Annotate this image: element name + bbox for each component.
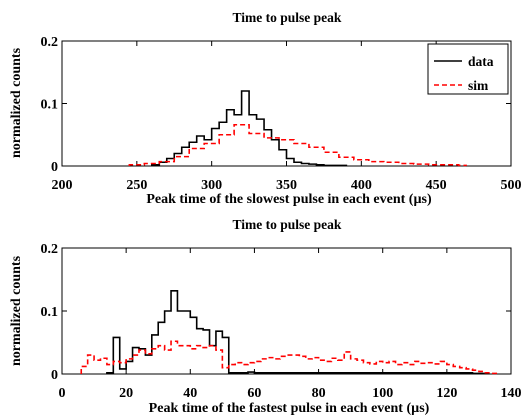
- x-tick-label: 0: [59, 386, 66, 401]
- chart-2-tick-labels: 0 20 40 60 80 100 120 140 0 0.1 0.2: [41, 242, 522, 401]
- chart-2-y-axis-label: normalized counts: [9, 255, 24, 366]
- chart-1-title: Time to pulse peak: [233, 10, 342, 25]
- chart-2-axes-frame: [61, 247, 512, 375]
- x-tick-label: 120: [436, 386, 457, 401]
- x-tick-label: 350: [276, 178, 297, 193]
- x-tick-label: 200: [52, 178, 73, 193]
- x-tick-label: 100: [372, 386, 393, 401]
- x-tick-label: 300: [201, 178, 222, 193]
- series-data-step-line: [106, 290, 487, 375]
- legend-data-label: data: [468, 54, 494, 69]
- y-tick-label: 0.1: [41, 305, 59, 320]
- legend-sim-label: sim: [468, 78, 489, 93]
- chart-2-series: [80, 290, 499, 375]
- x-tick-label: 60: [247, 386, 261, 401]
- y-tick-label: 0: [51, 368, 58, 383]
- x-tick-label: 400: [351, 178, 372, 193]
- legend-box: [427, 43, 509, 95]
- chart-1-x-axis-label: Peak time of the slowest pulse in each e…: [146, 192, 432, 207]
- chart-panel-1: Time to pulse peak 200 250 300 350 400 450 500…: [9, 10, 522, 207]
- x-tick-label: 40: [183, 386, 197, 401]
- chart-1-series: [128, 90, 467, 167]
- x-tick-label: 140: [501, 386, 522, 401]
- y-tick-label: 0: [51, 160, 58, 175]
- y-tick-label: 0.2: [41, 35, 59, 50]
- chart-1-legend: data sim: [427, 43, 509, 95]
- chart-2-title: Time to pulse peak: [233, 217, 342, 232]
- x-tick-label: 20: [119, 386, 133, 401]
- y-tick-label: 0.1: [41, 98, 59, 113]
- chart-1-y-axis-label: normalized counts: [9, 47, 24, 158]
- x-tick-label: 250: [126, 178, 147, 193]
- chart-1-tick-labels: 200 250 300 350 400 450 500 0 0.1 0.2: [41, 35, 522, 193]
- series-sim-step-line: [128, 123, 467, 167]
- chart-2-x-axis-label: Peak time of the fastest pulse in each e…: [149, 401, 430, 416]
- series-data-step-line: [151, 90, 348, 167]
- chart-2-ticks: [61, 247, 512, 375]
- chart-panel-2: Time to pulse peak 0 20 40 60 80 100 120 140 0 0.…: [9, 217, 522, 416]
- series-sim-step-line: [80, 340, 499, 375]
- x-tick-label: 500: [501, 178, 522, 193]
- chart-1-ticks: [61, 40, 512, 167]
- y-tick-label: 0.2: [41, 242, 59, 257]
- x-tick-label: 450: [426, 178, 447, 193]
- x-tick-label: 80: [312, 386, 326, 401]
